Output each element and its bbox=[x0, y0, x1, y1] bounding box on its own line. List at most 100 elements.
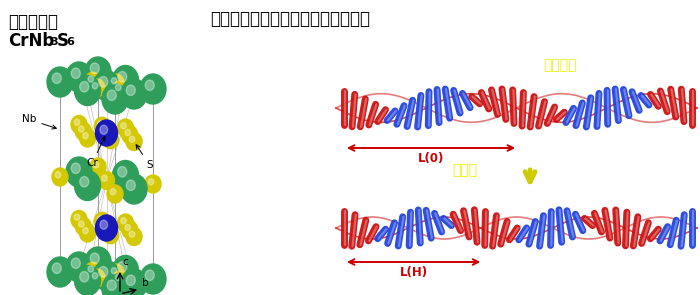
Ellipse shape bbox=[103, 226, 119, 244]
Ellipse shape bbox=[83, 132, 88, 139]
Ellipse shape bbox=[93, 162, 99, 168]
Ellipse shape bbox=[78, 126, 84, 132]
Ellipse shape bbox=[130, 231, 135, 237]
Ellipse shape bbox=[89, 79, 105, 97]
Ellipse shape bbox=[71, 68, 80, 78]
Ellipse shape bbox=[113, 160, 139, 191]
Ellipse shape bbox=[110, 189, 116, 195]
Text: L(H): L(H) bbox=[400, 266, 428, 279]
Ellipse shape bbox=[95, 120, 118, 146]
Ellipse shape bbox=[74, 171, 101, 201]
Ellipse shape bbox=[108, 74, 124, 92]
Ellipse shape bbox=[106, 229, 111, 236]
Ellipse shape bbox=[71, 163, 80, 173]
Text: 6: 6 bbox=[66, 37, 74, 47]
Ellipse shape bbox=[118, 71, 127, 82]
Text: CrNb: CrNb bbox=[8, 32, 55, 50]
Ellipse shape bbox=[121, 269, 147, 295]
Ellipse shape bbox=[107, 280, 116, 291]
Ellipse shape bbox=[85, 247, 111, 277]
Ellipse shape bbox=[120, 123, 126, 129]
Ellipse shape bbox=[126, 132, 142, 150]
Ellipse shape bbox=[47, 257, 73, 287]
Ellipse shape bbox=[76, 122, 91, 140]
Ellipse shape bbox=[122, 221, 138, 239]
Ellipse shape bbox=[90, 158, 106, 176]
Ellipse shape bbox=[94, 260, 120, 291]
Ellipse shape bbox=[113, 255, 139, 286]
Ellipse shape bbox=[99, 266, 108, 277]
Ellipse shape bbox=[83, 228, 88, 234]
Ellipse shape bbox=[80, 224, 95, 242]
Ellipse shape bbox=[94, 117, 111, 135]
Text: 磁場中: 磁場中 bbox=[452, 163, 477, 177]
Ellipse shape bbox=[71, 116, 87, 134]
Ellipse shape bbox=[122, 126, 138, 144]
Ellipse shape bbox=[118, 119, 134, 137]
Ellipse shape bbox=[66, 252, 92, 282]
Ellipse shape bbox=[116, 84, 121, 91]
Ellipse shape bbox=[80, 129, 95, 147]
Text: Nb: Nb bbox=[22, 114, 56, 129]
Ellipse shape bbox=[85, 262, 101, 280]
Text: 3: 3 bbox=[50, 37, 57, 47]
Ellipse shape bbox=[99, 171, 115, 189]
Ellipse shape bbox=[111, 268, 117, 274]
Ellipse shape bbox=[90, 63, 99, 73]
Text: c: c bbox=[122, 257, 127, 267]
Ellipse shape bbox=[111, 78, 117, 84]
Ellipse shape bbox=[94, 212, 111, 230]
Text: ゼロ磁場: ゼロ磁場 bbox=[543, 58, 577, 72]
Ellipse shape bbox=[100, 125, 108, 134]
Text: S: S bbox=[57, 32, 69, 50]
Ellipse shape bbox=[102, 84, 128, 114]
Ellipse shape bbox=[116, 274, 121, 281]
Ellipse shape bbox=[52, 168, 68, 186]
Ellipse shape bbox=[112, 271, 128, 289]
Ellipse shape bbox=[66, 157, 92, 187]
Ellipse shape bbox=[94, 71, 120, 101]
Ellipse shape bbox=[145, 270, 154, 281]
Ellipse shape bbox=[120, 218, 126, 224]
Text: b: b bbox=[142, 278, 148, 288]
Ellipse shape bbox=[125, 224, 131, 231]
Ellipse shape bbox=[78, 221, 84, 227]
Ellipse shape bbox=[126, 275, 135, 286]
Ellipse shape bbox=[85, 72, 101, 90]
Ellipse shape bbox=[55, 172, 61, 178]
Ellipse shape bbox=[90, 253, 99, 263]
Ellipse shape bbox=[118, 261, 127, 272]
Ellipse shape bbox=[74, 119, 80, 125]
Ellipse shape bbox=[107, 185, 123, 203]
Ellipse shape bbox=[66, 62, 92, 92]
Ellipse shape bbox=[102, 274, 128, 295]
Ellipse shape bbox=[95, 215, 118, 241]
Ellipse shape bbox=[140, 74, 166, 104]
Ellipse shape bbox=[126, 85, 135, 96]
Ellipse shape bbox=[92, 83, 98, 89]
Ellipse shape bbox=[74, 266, 101, 295]
Ellipse shape bbox=[106, 134, 111, 141]
Ellipse shape bbox=[99, 76, 108, 87]
Ellipse shape bbox=[112, 81, 128, 99]
Ellipse shape bbox=[52, 263, 62, 273]
Ellipse shape bbox=[145, 175, 161, 193]
Ellipse shape bbox=[126, 227, 142, 245]
Ellipse shape bbox=[71, 258, 80, 268]
Ellipse shape bbox=[89, 269, 105, 287]
Ellipse shape bbox=[85, 57, 111, 87]
Text: S: S bbox=[136, 145, 153, 170]
Ellipse shape bbox=[103, 131, 119, 149]
Text: L(0): L(0) bbox=[418, 152, 444, 165]
Ellipse shape bbox=[121, 79, 147, 109]
Ellipse shape bbox=[118, 166, 127, 177]
Ellipse shape bbox=[113, 65, 139, 96]
Ellipse shape bbox=[125, 129, 131, 136]
Ellipse shape bbox=[118, 214, 134, 232]
Text: キラル磁気ソリトン格子（左手系）: キラル磁気ソリトン格子（左手系） bbox=[210, 10, 370, 28]
Ellipse shape bbox=[108, 264, 124, 282]
Ellipse shape bbox=[148, 178, 154, 185]
Ellipse shape bbox=[102, 175, 107, 181]
Ellipse shape bbox=[52, 73, 62, 83]
Text: キラル磁石: キラル磁石 bbox=[8, 13, 58, 31]
